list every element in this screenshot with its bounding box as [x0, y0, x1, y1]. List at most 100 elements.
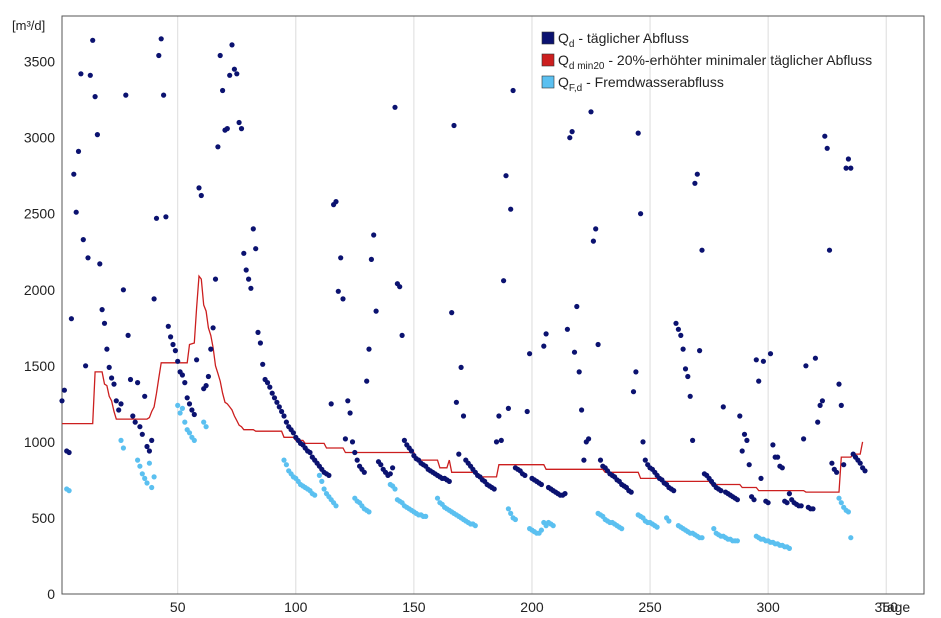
point-qd-328	[834, 469, 840, 475]
point-qd-92	[276, 404, 282, 410]
y-tick-label-0: 0	[47, 586, 55, 602]
legend-item-qf[interactable]: QF,d - Fremdwasserabfluss	[558, 74, 724, 94]
point-qd-121	[345, 398, 351, 404]
point-qf-36	[316, 472, 322, 478]
legend-item-qmin[interactable]: Qd min20 - 20%-erhöhter minimaler täglic…	[558, 52, 872, 72]
point-qd-132	[371, 232, 377, 238]
point-qd-333	[845, 156, 852, 162]
point-qd-291	[746, 462, 752, 468]
point-qd-296	[758, 475, 764, 481]
point-qd-166	[451, 122, 457, 129]
point-qd-303	[775, 454, 781, 460]
point-qf-162	[845, 509, 852, 515]
point-qf-21	[203, 424, 209, 430]
point-qd-120	[342, 436, 348, 442]
point-qd-23	[113, 398, 119, 404]
point-qd-264	[682, 366, 689, 372]
y-tick-label-1500: 1500	[24, 358, 55, 374]
point-qd-91	[274, 399, 280, 405]
point-qd-48	[172, 348, 178, 354]
point-qd-9	[80, 237, 86, 243]
point-qd-261	[675, 326, 682, 332]
point-qf-131	[699, 535, 705, 541]
legend-item-qd[interactable]: Qd - täglicher Abfluss	[558, 30, 689, 50]
point-qd-205	[543, 331, 549, 337]
point-qd-216	[569, 129, 575, 135]
point-qd-73	[231, 66, 237, 72]
point-qd-217	[571, 349, 578, 355]
point-qd-7	[75, 148, 82, 154]
point-qd-6	[73, 209, 79, 215]
point-qd-36	[144, 443, 150, 450]
point-qd-247	[642, 457, 648, 463]
point-qd-196	[522, 472, 528, 478]
point-qd-81	[250, 226, 256, 232]
point-qd-67	[217, 52, 223, 59]
point-qd-340	[862, 468, 868, 474]
point-qd-228	[597, 457, 604, 463]
point-qf-66	[423, 513, 429, 520]
point-qd-4	[68, 316, 74, 322]
point-qd-265	[685, 373, 691, 380]
point-qd-135	[378, 462, 384, 468]
point-qd-170	[460, 413, 467, 419]
point-qf-120	[666, 518, 672, 524]
y-tick-label-2000: 2000	[24, 282, 55, 298]
point-qd-334	[848, 165, 854, 171]
point-qd-47	[170, 341, 176, 348]
point-qf-5	[137, 463, 143, 469]
point-qd-331	[841, 462, 847, 468]
point-qd-324	[824, 145, 830, 151]
point-qf-159	[838, 500, 844, 506]
point-qd-54	[186, 401, 193, 407]
point-qf-84	[505, 506, 511, 512]
point-qd-293	[751, 497, 757, 503]
point-qd-223	[586, 436, 592, 442]
point-qd-53	[184, 395, 190, 401]
point-qd-8	[78, 71, 84, 77]
point-qd-301	[770, 442, 776, 448]
point-qd-27	[123, 92, 129, 98]
point-qd-59	[198, 192, 204, 199]
point-qd-85	[260, 361, 266, 367]
point-qf-38	[321, 486, 327, 492]
point-qd-38	[149, 437, 155, 443]
point-qd-213	[562, 491, 568, 497]
point-qd-286	[734, 497, 741, 503]
point-qd-289	[741, 431, 748, 437]
point-qf-3	[120, 445, 126, 451]
series-qf	[64, 402, 854, 552]
point-qf-85	[508, 510, 514, 516]
point-qd-87	[264, 380, 271, 386]
x-tick-label-350: 350	[875, 599, 899, 615]
x-axis-label: Tage	[880, 599, 911, 615]
point-qd-164	[446, 478, 452, 484]
point-qd-33	[137, 424, 143, 430]
point-qd-95	[283, 419, 289, 425]
point-qf-7	[142, 475, 148, 481]
point-qd-39	[151, 296, 157, 302]
point-qd-119	[340, 296, 346, 302]
point-qd-262	[678, 332, 684, 338]
point-qd-78	[243, 267, 249, 273]
point-qd-18	[101, 320, 108, 326]
y-tick-label-3000: 3000	[24, 130, 55, 146]
point-qd-77	[241, 250, 247, 256]
point-qf-43	[333, 503, 339, 509]
point-qd-220	[579, 407, 585, 413]
point-qd-133	[373, 308, 379, 314]
point-qd-190	[508, 206, 514, 212]
point-qf-98	[550, 523, 556, 529]
y-axis-label: [m³/d]	[12, 18, 45, 33]
point-qd-32	[135, 380, 141, 386]
y-tick-label-2500: 2500	[24, 206, 55, 222]
point-qd-49	[175, 358, 181, 364]
point-qd-10	[83, 363, 89, 369]
point-qd-24	[116, 407, 122, 413]
point-qd-52	[182, 380, 188, 386]
point-qd-30	[130, 413, 136, 419]
legend-swatch-qf	[541, 75, 555, 89]
point-qd-270	[697, 348, 703, 354]
point-qd-13	[90, 37, 96, 43]
